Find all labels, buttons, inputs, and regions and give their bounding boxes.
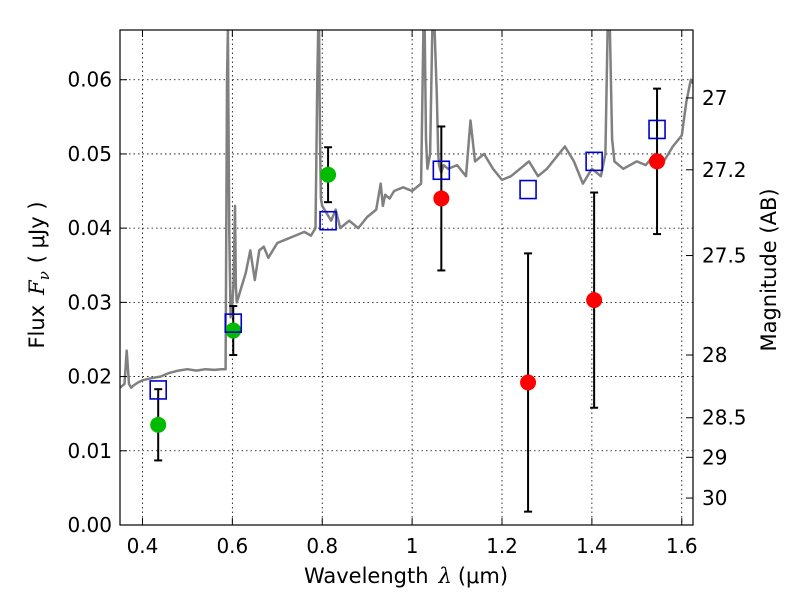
spectrum-line bbox=[120, 30, 693, 389]
x-axis-title-symbol: λ bbox=[438, 564, 452, 588]
tick-marks bbox=[120, 30, 693, 526]
y-tick-label: 0.05 bbox=[67, 142, 112, 166]
y-axis-title-symbol: F bbox=[25, 279, 49, 296]
y-tick-label: 0.06 bbox=[67, 68, 112, 92]
x-tick-label: 1 bbox=[406, 534, 419, 558]
model-square-point bbox=[432, 160, 451, 181]
y2-tick-label: 28 bbox=[702, 343, 727, 367]
x-tick-label: 1.6 bbox=[666, 534, 698, 558]
x-tick-label: 1.4 bbox=[576, 534, 608, 558]
y2-tick-label: 30 bbox=[702, 486, 727, 510]
y2-tick-label: 27 bbox=[702, 86, 727, 110]
y-tick-label: 0.00 bbox=[67, 513, 112, 537]
y-tick-label: 0.04 bbox=[67, 216, 112, 240]
red-measurement-point bbox=[586, 292, 603, 309]
y-tick-label: 0.02 bbox=[67, 365, 112, 389]
red-measurement-point bbox=[520, 374, 537, 391]
y2-tick-label: 29 bbox=[702, 445, 727, 469]
x-tick-label: 0.6 bbox=[216, 534, 248, 558]
model-square-point bbox=[519, 179, 537, 200]
spectrum-layer bbox=[120, 30, 693, 389]
model-square-point bbox=[319, 210, 337, 231]
y-tick-labels: 0.00 0.01 0.02 0.03 0.04 0.05 0.06 bbox=[67, 68, 112, 537]
x-axis-title: Wavelength λ (μm) bbox=[304, 564, 508, 588]
y-axis-title-subscript: ν bbox=[35, 271, 53, 280]
y-tick-label: 0.01 bbox=[67, 439, 112, 463]
x-tick-label: 0.4 bbox=[127, 534, 159, 558]
x-axis-title-unit: (μm) bbox=[458, 564, 508, 588]
y2-tick-label: 28.5 bbox=[702, 406, 747, 430]
x-axis-title-text: Wavelength bbox=[304, 564, 429, 588]
green-detection-point bbox=[150, 416, 167, 433]
model-square-point bbox=[585, 151, 603, 172]
y-axis-title-text: Flux bbox=[25, 305, 49, 349]
model-square-point bbox=[224, 313, 243, 333]
y-tick-label: 0.03 bbox=[67, 290, 112, 314]
y2-axis-title: Magnitude (AB) bbox=[757, 188, 781, 351]
grid-lines bbox=[120, 30, 693, 525]
x-tick-label: 1.2 bbox=[486, 534, 518, 558]
model-square-point bbox=[648, 119, 666, 140]
green-detection-point bbox=[225, 322, 242, 339]
model-square-point bbox=[149, 380, 167, 400]
marker-layer bbox=[149, 119, 666, 433]
red-measurement-point bbox=[433, 190, 450, 207]
y2-tick-labels: 27 27.2 27.5 28 28.5 29 30 bbox=[702, 86, 747, 510]
x-tick-labels: 0.4 0.6 0.8 1 1.2 1.4 1.6 bbox=[127, 534, 698, 558]
y2-tick-label: 27.2 bbox=[702, 158, 747, 182]
red-measurement-point bbox=[649, 153, 666, 170]
plot-frame bbox=[119, 29, 694, 526]
green-detection-point bbox=[320, 166, 337, 183]
y-axis-title: Flux Fν ( μJy ) bbox=[25, 201, 53, 348]
y2-tick-label: 27.5 bbox=[702, 244, 747, 268]
y-axis-title-unit: ( μJy ) bbox=[25, 201, 49, 263]
x-tick-label: 0.8 bbox=[306, 534, 338, 558]
